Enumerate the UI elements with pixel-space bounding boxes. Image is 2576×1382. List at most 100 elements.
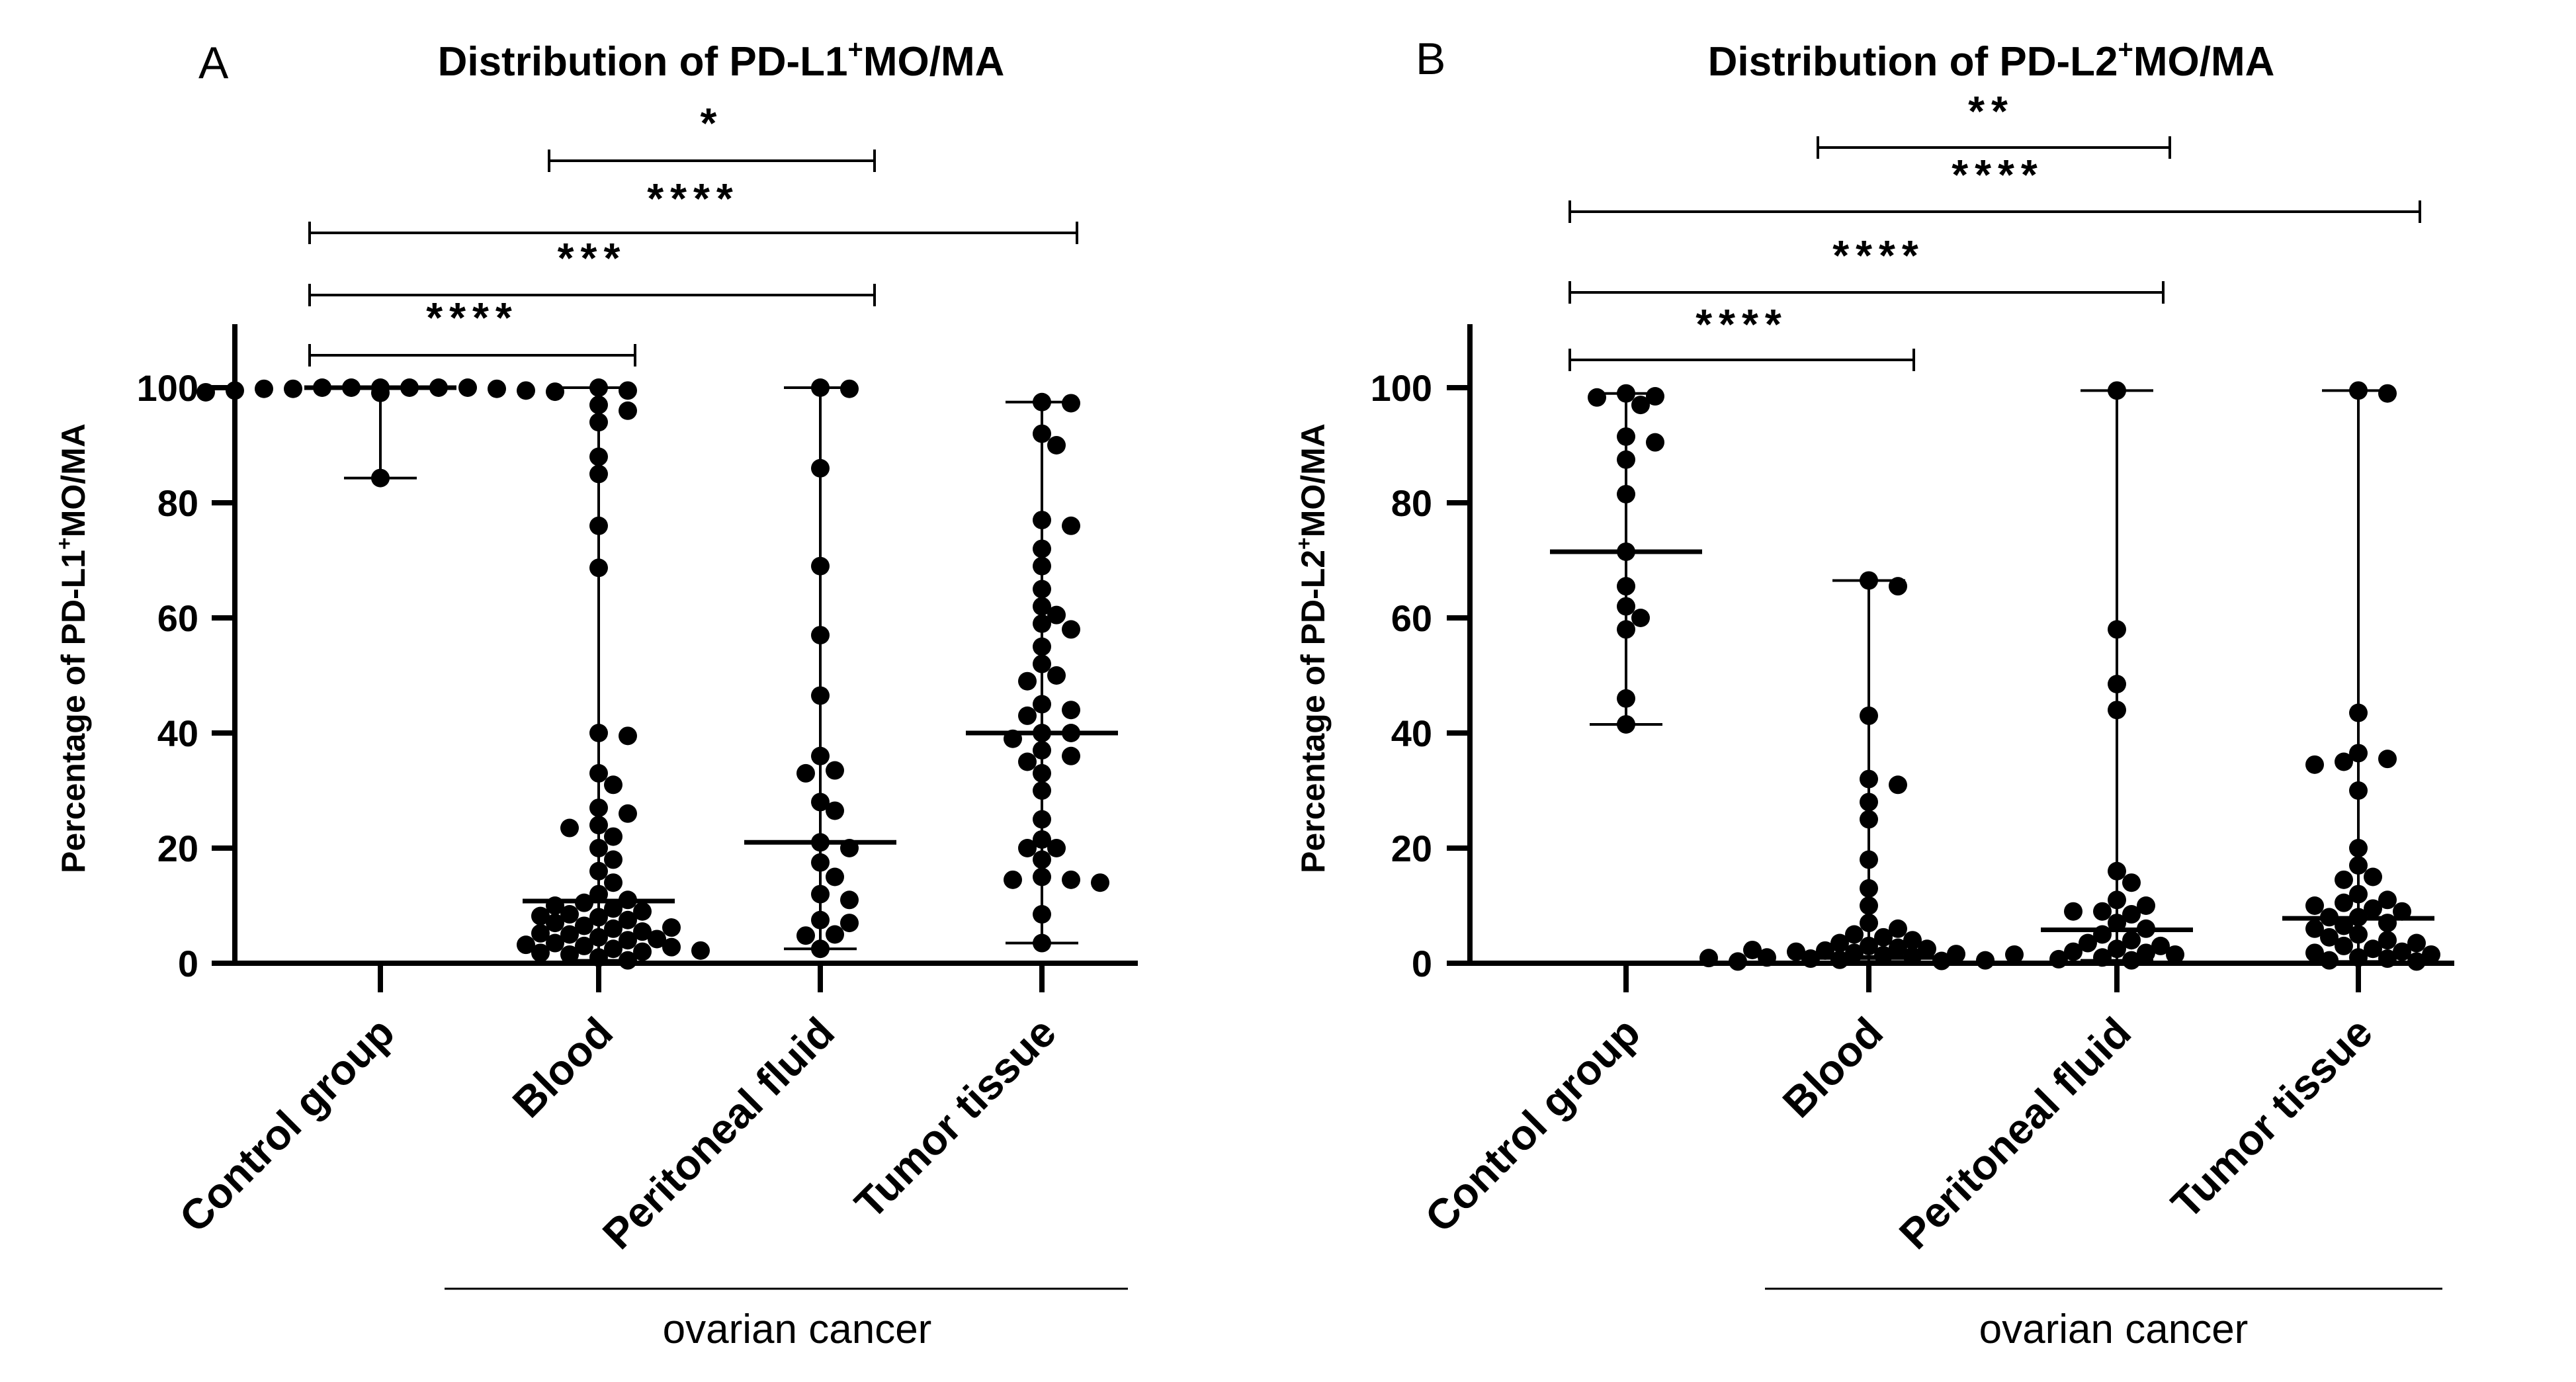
panel-b-peritoneal-fluid-point-1 bbox=[2108, 620, 2126, 639]
panel-a-peritoneal-fluid-point-2 bbox=[811, 458, 830, 478]
panel-a-blood-point-36 bbox=[589, 928, 608, 947]
panel-b-peritoneal-fluid-point-22 bbox=[2049, 949, 2068, 969]
panel-b-peritoneal-fluid-point-20 bbox=[2166, 945, 2184, 964]
panel-b-tumor-tissue-point-21 bbox=[2335, 916, 2353, 935]
panel-b-peritoneal-fluid-point-7 bbox=[2137, 896, 2155, 915]
panel-a-tumor-tissue-point-24 bbox=[1062, 746, 1080, 765]
panel-b-peritoneal-fluid-point-21 bbox=[2093, 948, 2112, 967]
panel-b-tumor-tissue-point-24 bbox=[2320, 928, 2339, 947]
panel-a-tumor-tissue-point-27 bbox=[1033, 781, 1051, 800]
panel-a-blood-point-17 bbox=[604, 827, 623, 846]
panel-a-tumor-tissue-point-0 bbox=[1033, 392, 1051, 411]
panel-a-y-ticks: 0 20 40 60 80 100 bbox=[137, 367, 235, 984]
panel-b-blood-point-10 bbox=[1860, 914, 1878, 933]
panel-b-tumor-tissue-point-32 bbox=[2349, 948, 2368, 967]
panel-a-peritoneal-fluid-point-0 bbox=[811, 378, 830, 397]
panel-a-blood-point-51 bbox=[531, 924, 550, 943]
panel-a-tumor-tissue-point-25 bbox=[1018, 752, 1037, 771]
panel-a-tumor-tissue-point-36 bbox=[1091, 873, 1109, 892]
panel-a-tumor-tissue-point-10 bbox=[1047, 605, 1066, 625]
panel-b-x-ticks bbox=[1623, 963, 2361, 992]
panel-letter-b: B bbox=[1416, 34, 1445, 84]
panel-b-blood-point-28 bbox=[1976, 951, 1995, 970]
panel-a-tumor-tissue-point-28 bbox=[1033, 810, 1051, 829]
panel-b-control-group-point-3 bbox=[1631, 396, 1650, 415]
panel-b-blood-point-5 bbox=[1860, 793, 1878, 812]
panel-a-peritoneal-fluid-point-5 bbox=[811, 686, 830, 705]
panel-b-blood-point-13 bbox=[1874, 928, 1893, 947]
panel-b-blood-point-22 bbox=[1947, 945, 1965, 964]
panel-b-tumor-tissue-point-8 bbox=[2349, 839, 2368, 857]
panel-b-blood-point-4 bbox=[1889, 775, 1907, 795]
panel-a-tumor-tissue-point-1 bbox=[1062, 394, 1080, 413]
panel-b-control-group-point-13 bbox=[1617, 689, 1635, 708]
panel-a-blood-point-49 bbox=[531, 943, 550, 963]
panel-a-peritoneal-fluid-point-1 bbox=[840, 379, 859, 398]
panel-a-blood-point-1 bbox=[619, 381, 637, 400]
panel-b-control-group-point-1 bbox=[1646, 387, 1664, 406]
panel-a-blood-point-16 bbox=[560, 818, 579, 838]
panel-b-sig-label-4: **** bbox=[1696, 300, 1788, 348]
panel-a-tumor-tissue-point-8 bbox=[1033, 580, 1051, 599]
panel-a-blood-point-2 bbox=[589, 396, 608, 415]
panel-b-tumor-tissue-point-25 bbox=[2378, 931, 2397, 950]
panel-b-control-group-point-10 bbox=[1617, 597, 1635, 616]
panel-b-blood-point-1 bbox=[1889, 577, 1907, 596]
panel-a-tumor-tissue-point-17 bbox=[1033, 695, 1051, 714]
panel-b-tumor-tissue-point-23 bbox=[2349, 925, 2368, 944]
panel-a-blood-point-30 bbox=[619, 910, 637, 929]
panel-b-tumor-tissue-point-11 bbox=[2335, 870, 2353, 889]
panel-a-control-group-point-10 bbox=[226, 381, 244, 400]
panel-b: B Distribution of PD-L2+MO/MA Percentage… bbox=[1292, 34, 2454, 1352]
panel-a-tumor-tissue-point-34 bbox=[1062, 870, 1080, 889]
panel-a-blood-point-11 bbox=[589, 763, 608, 783]
panel-a-y-tick-label-80: 80 bbox=[157, 482, 198, 524]
panel-b-tumor-tissue-point-30 bbox=[2305, 943, 2324, 963]
panel-a-tumor-tissue-point-19 bbox=[1018, 706, 1037, 725]
panel-b-blood-point-31 bbox=[2005, 945, 2024, 964]
panel-a-blood-point-26 bbox=[604, 899, 623, 918]
panel-b-tumor-tissue-point-34 bbox=[2320, 951, 2339, 970]
panel-a: A Distribution of PD-L1+MO/MA Percentage… bbox=[52, 35, 1138, 1352]
panel-a-blood-point-6 bbox=[589, 464, 608, 484]
panel-a-bracket-2: **** bbox=[308, 175, 1078, 244]
panel-b-tumor-tissue-point-14 bbox=[2335, 893, 2353, 912]
panel-a-blood-point-41 bbox=[633, 942, 652, 961]
panel-a-control-group-point-14 bbox=[371, 468, 390, 488]
panel-b-tumor-tissue-point-1 bbox=[2378, 384, 2397, 403]
panel-b-tumor-tissue-point-33 bbox=[2378, 949, 2397, 969]
panel-a-blood-point-32 bbox=[575, 916, 593, 935]
panel-a-plot-area bbox=[196, 378, 1118, 970]
panel-a-y-axis-label: Percentage of PD-L1+MO/MA bbox=[52, 423, 92, 873]
panel-a-tumor-tissue-point-9 bbox=[1033, 597, 1051, 616]
panel-a-category-label-tumor: Tumor tissue bbox=[845, 1008, 1065, 1228]
panel-a-peritoneal-fluid-point-18 bbox=[840, 914, 859, 933]
panel-b-tumor-tissue-point-7 bbox=[2349, 781, 2368, 800]
panel-b-peritoneal-fluid-point-10 bbox=[2122, 905, 2141, 924]
panel-b-tumor-tissue-point-10 bbox=[2364, 867, 2382, 886]
panel-b-peritoneal-fluid-point-19 bbox=[2137, 943, 2155, 963]
panel-b-group-label: ovarian cancer bbox=[1979, 1307, 2249, 1352]
panel-a-blood-point-39 bbox=[575, 936, 593, 955]
panel-b-peritoneal-fluid-point-2 bbox=[2108, 675, 2126, 694]
panel-a-peritoneal-fluid-point-4 bbox=[811, 626, 830, 645]
panel-a-tumor-tissue-point-31 bbox=[1018, 839, 1037, 857]
panel-a-peritoneal-fluid-point-7 bbox=[826, 761, 844, 780]
panel-b-tumor-tissue-point-6 bbox=[2305, 755, 2324, 774]
panel-b-blood-point-0 bbox=[1860, 571, 1878, 590]
panel-a-blood-point-33 bbox=[604, 919, 623, 938]
panel-a-blood-point-13 bbox=[589, 799, 608, 818]
panel-a-blood-point-10 bbox=[619, 726, 637, 746]
panel-b-control-group-point-4 bbox=[1617, 427, 1635, 446]
panel-b-bracket-3: **** bbox=[1568, 232, 2165, 304]
panel-a-blood-point-21 bbox=[604, 873, 623, 892]
panel-a-tumor-tissue-point-38 bbox=[1033, 933, 1051, 953]
panel-b-tumor-tissue-point-35 bbox=[2407, 952, 2426, 971]
panel-b-tumor-tissue-point-27 bbox=[2335, 936, 2353, 955]
panel-a-tumor-tissue-point-26 bbox=[1033, 763, 1051, 783]
panel-a-tumor-tissue-point-4 bbox=[1033, 511, 1051, 530]
panel-b-control-group-point-11 bbox=[1631, 609, 1650, 627]
panel-b-blood-point-2 bbox=[1860, 706, 1878, 725]
panel-a-blood-point-48 bbox=[517, 935, 535, 955]
panel-a-blood-point-12 bbox=[604, 775, 623, 795]
